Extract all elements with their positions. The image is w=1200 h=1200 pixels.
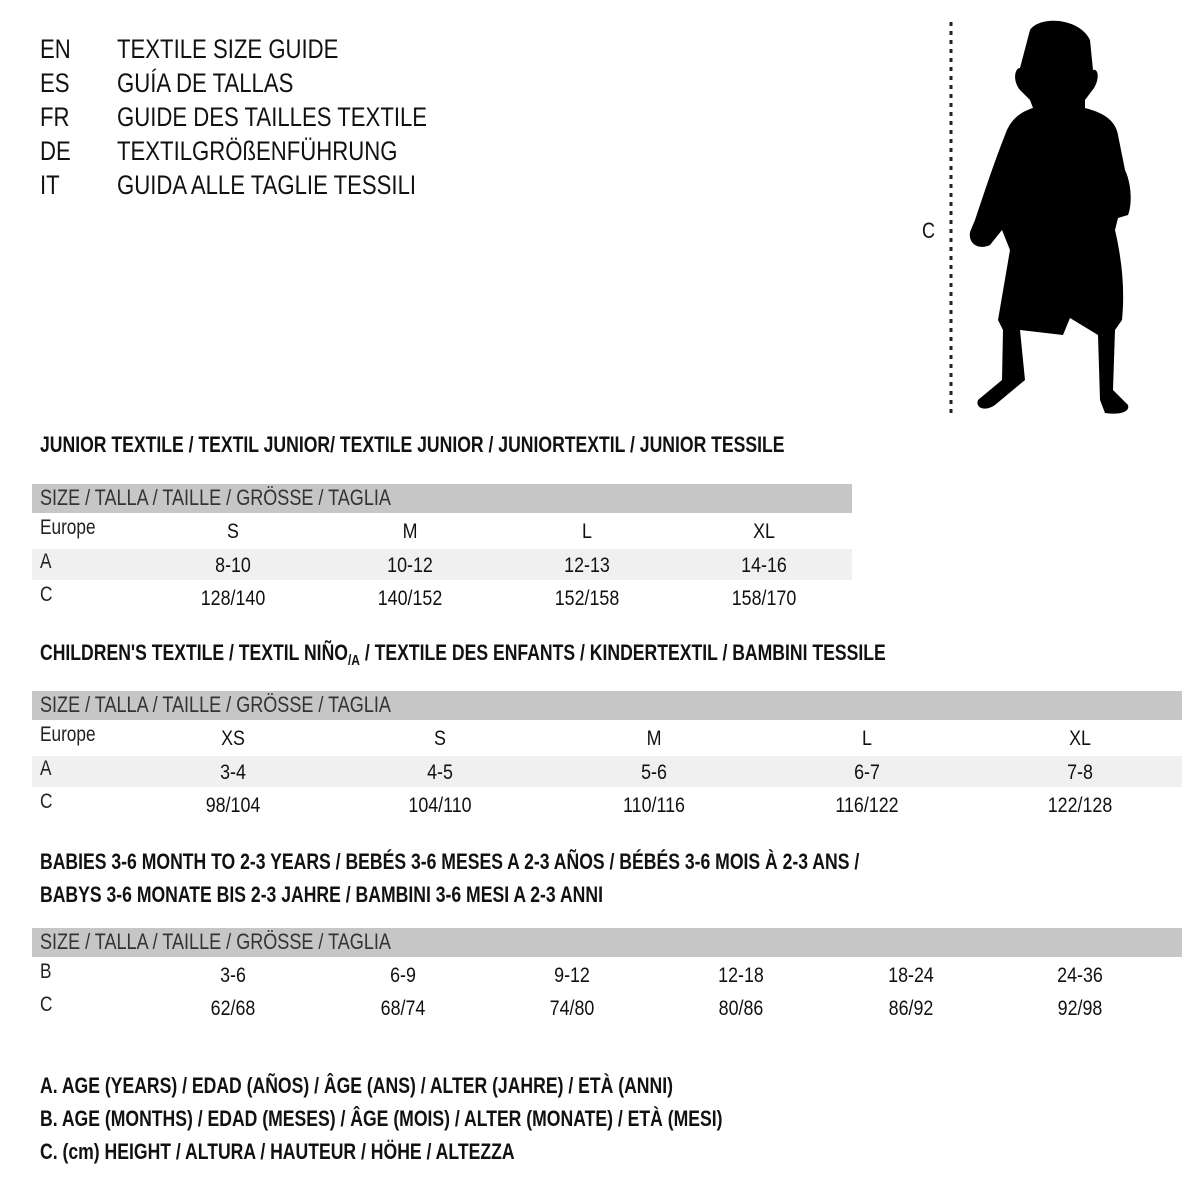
- children-title-main: CHILDREN'S TEXTILE / TEXTIL NIÑO: [40, 640, 348, 665]
- header-label: SIZE / TALLA / TAILLE / GRÖSSE / TAGLIA: [40, 692, 391, 717]
- table-cell: 8-10: [215, 554, 251, 577]
- table-cell: 14-16: [741, 554, 787, 577]
- table-cell: 122/128: [1047, 794, 1113, 817]
- child-silhouette-figure: [949, 20, 1131, 414]
- row-label: C: [40, 790, 53, 813]
- legend-item: B. AGE (MONTHS) / EDAD (MESES) / ÂGE (MO…: [40, 1106, 723, 1131]
- table-cell: 110/116: [623, 794, 685, 817]
- header-band: [32, 928, 1182, 957]
- language-code: EN: [40, 34, 71, 64]
- children-section-title: CHILDREN'S TEXTILE / TEXTIL NIÑO/A / TEX…: [40, 640, 886, 669]
- figure-height-label: C: [922, 218, 936, 243]
- table-cell: 74/80: [549, 997, 595, 1020]
- table-cell: 128/140: [200, 587, 266, 610]
- table-cell: L: [862, 727, 872, 750]
- junior-section-title: JUNIOR TEXTILE / TEXTIL JUNIOR/ TEXTILE …: [40, 432, 785, 457]
- table-cell: 152/158: [554, 587, 620, 610]
- table-cell: 9-12: [554, 964, 590, 987]
- table-cell: XL: [753, 520, 775, 543]
- table-cell: 158/170: [731, 587, 797, 610]
- legend-item: C. (cm) HEIGHT / ALTURA / HAUTEUR / HÖHE…: [40, 1139, 515, 1164]
- title-text: TEXTILGRÖßENFÜHRUNG: [117, 136, 398, 166]
- table-cell: 86/92: [888, 997, 934, 1020]
- row-label: C: [40, 993, 53, 1016]
- table-cell: 6-9: [390, 964, 416, 987]
- child-silhouette-icon: [969, 20, 1131, 414]
- table-cell: 98/104: [205, 794, 261, 817]
- header-band: [32, 484, 852, 513]
- header-label: SIZE / TALLA / TAILLE / GRÖSSE / TAGLIA: [40, 929, 391, 954]
- title-text: GUIDE DES TAILLES TEXTILE: [117, 102, 428, 132]
- babies-section-title-line1: BABIES 3-6 MONTH TO 2-3 YEARS / BEBÉS 3-…: [40, 849, 860, 874]
- table-cell: 116/122: [835, 794, 899, 817]
- table-cell: L: [582, 520, 592, 543]
- table-cell: 68/74: [380, 997, 426, 1020]
- row-label: Europe: [40, 516, 96, 539]
- table-cell: 3-6: [220, 964, 246, 987]
- title-text: GUÍA DE TALLAS: [117, 68, 294, 98]
- table-cell: 18-24: [888, 964, 934, 987]
- title-text: GUIDA ALLE TAGLIE TESSILI: [117, 170, 417, 200]
- table-cell: 3-4: [220, 761, 246, 784]
- table-cell: 4-5: [427, 761, 453, 784]
- table-cell: M: [402, 520, 418, 543]
- row-band: [32, 549, 852, 580]
- language-code: ES: [40, 68, 70, 98]
- table-cell: 104/110: [408, 794, 472, 817]
- row-band: [32, 756, 1182, 787]
- row-label: A: [40, 757, 52, 780]
- row-label: A: [40, 550, 52, 573]
- table-cell: XS: [221, 727, 245, 750]
- header-band: [32, 691, 1182, 720]
- legend-item: A. AGE (YEARS) / EDAD (AÑOS) / ÂGE (ANS)…: [40, 1073, 673, 1098]
- row-label: Europe: [40, 723, 96, 746]
- table-cell: 10-12: [387, 554, 433, 577]
- children-title-sub: /A: [347, 652, 360, 669]
- table-cell: 62/68: [210, 997, 256, 1020]
- table-cell: 92/98: [1057, 997, 1103, 1020]
- table-cell: M: [646, 727, 662, 750]
- table-cell: 12-13: [564, 554, 610, 577]
- table-cell: 6-7: [854, 761, 880, 784]
- children-title-rest: / TEXTILE DES ENFANTS / KINDERTEXTIL / B…: [359, 640, 886, 665]
- language-code: IT: [40, 170, 60, 200]
- table-cell: 80/86: [718, 997, 764, 1020]
- table-cell: 140/152: [377, 587, 443, 610]
- table-cell: 7-8: [1067, 761, 1093, 784]
- language-code: DE: [40, 136, 71, 166]
- language-code: FR: [40, 102, 70, 132]
- table-cell: XL: [1069, 727, 1091, 750]
- table-cell: S: [227, 520, 239, 543]
- row-label: B: [40, 960, 52, 983]
- babies-section-title-line2: BABYS 3-6 MONATE BIS 2-3 JAHRE / BAMBINI…: [40, 882, 603, 907]
- title-text: TEXTILE SIZE GUIDE: [117, 34, 339, 64]
- header-label: SIZE / TALLA / TAILLE / GRÖSSE / TAGLIA: [40, 485, 391, 510]
- table-cell: 24-36: [1057, 964, 1103, 987]
- table-cell: S: [434, 727, 446, 750]
- row-label: C: [40, 583, 53, 606]
- table-cell: 5-6: [641, 761, 667, 784]
- table-cell: 12-18: [718, 964, 764, 987]
